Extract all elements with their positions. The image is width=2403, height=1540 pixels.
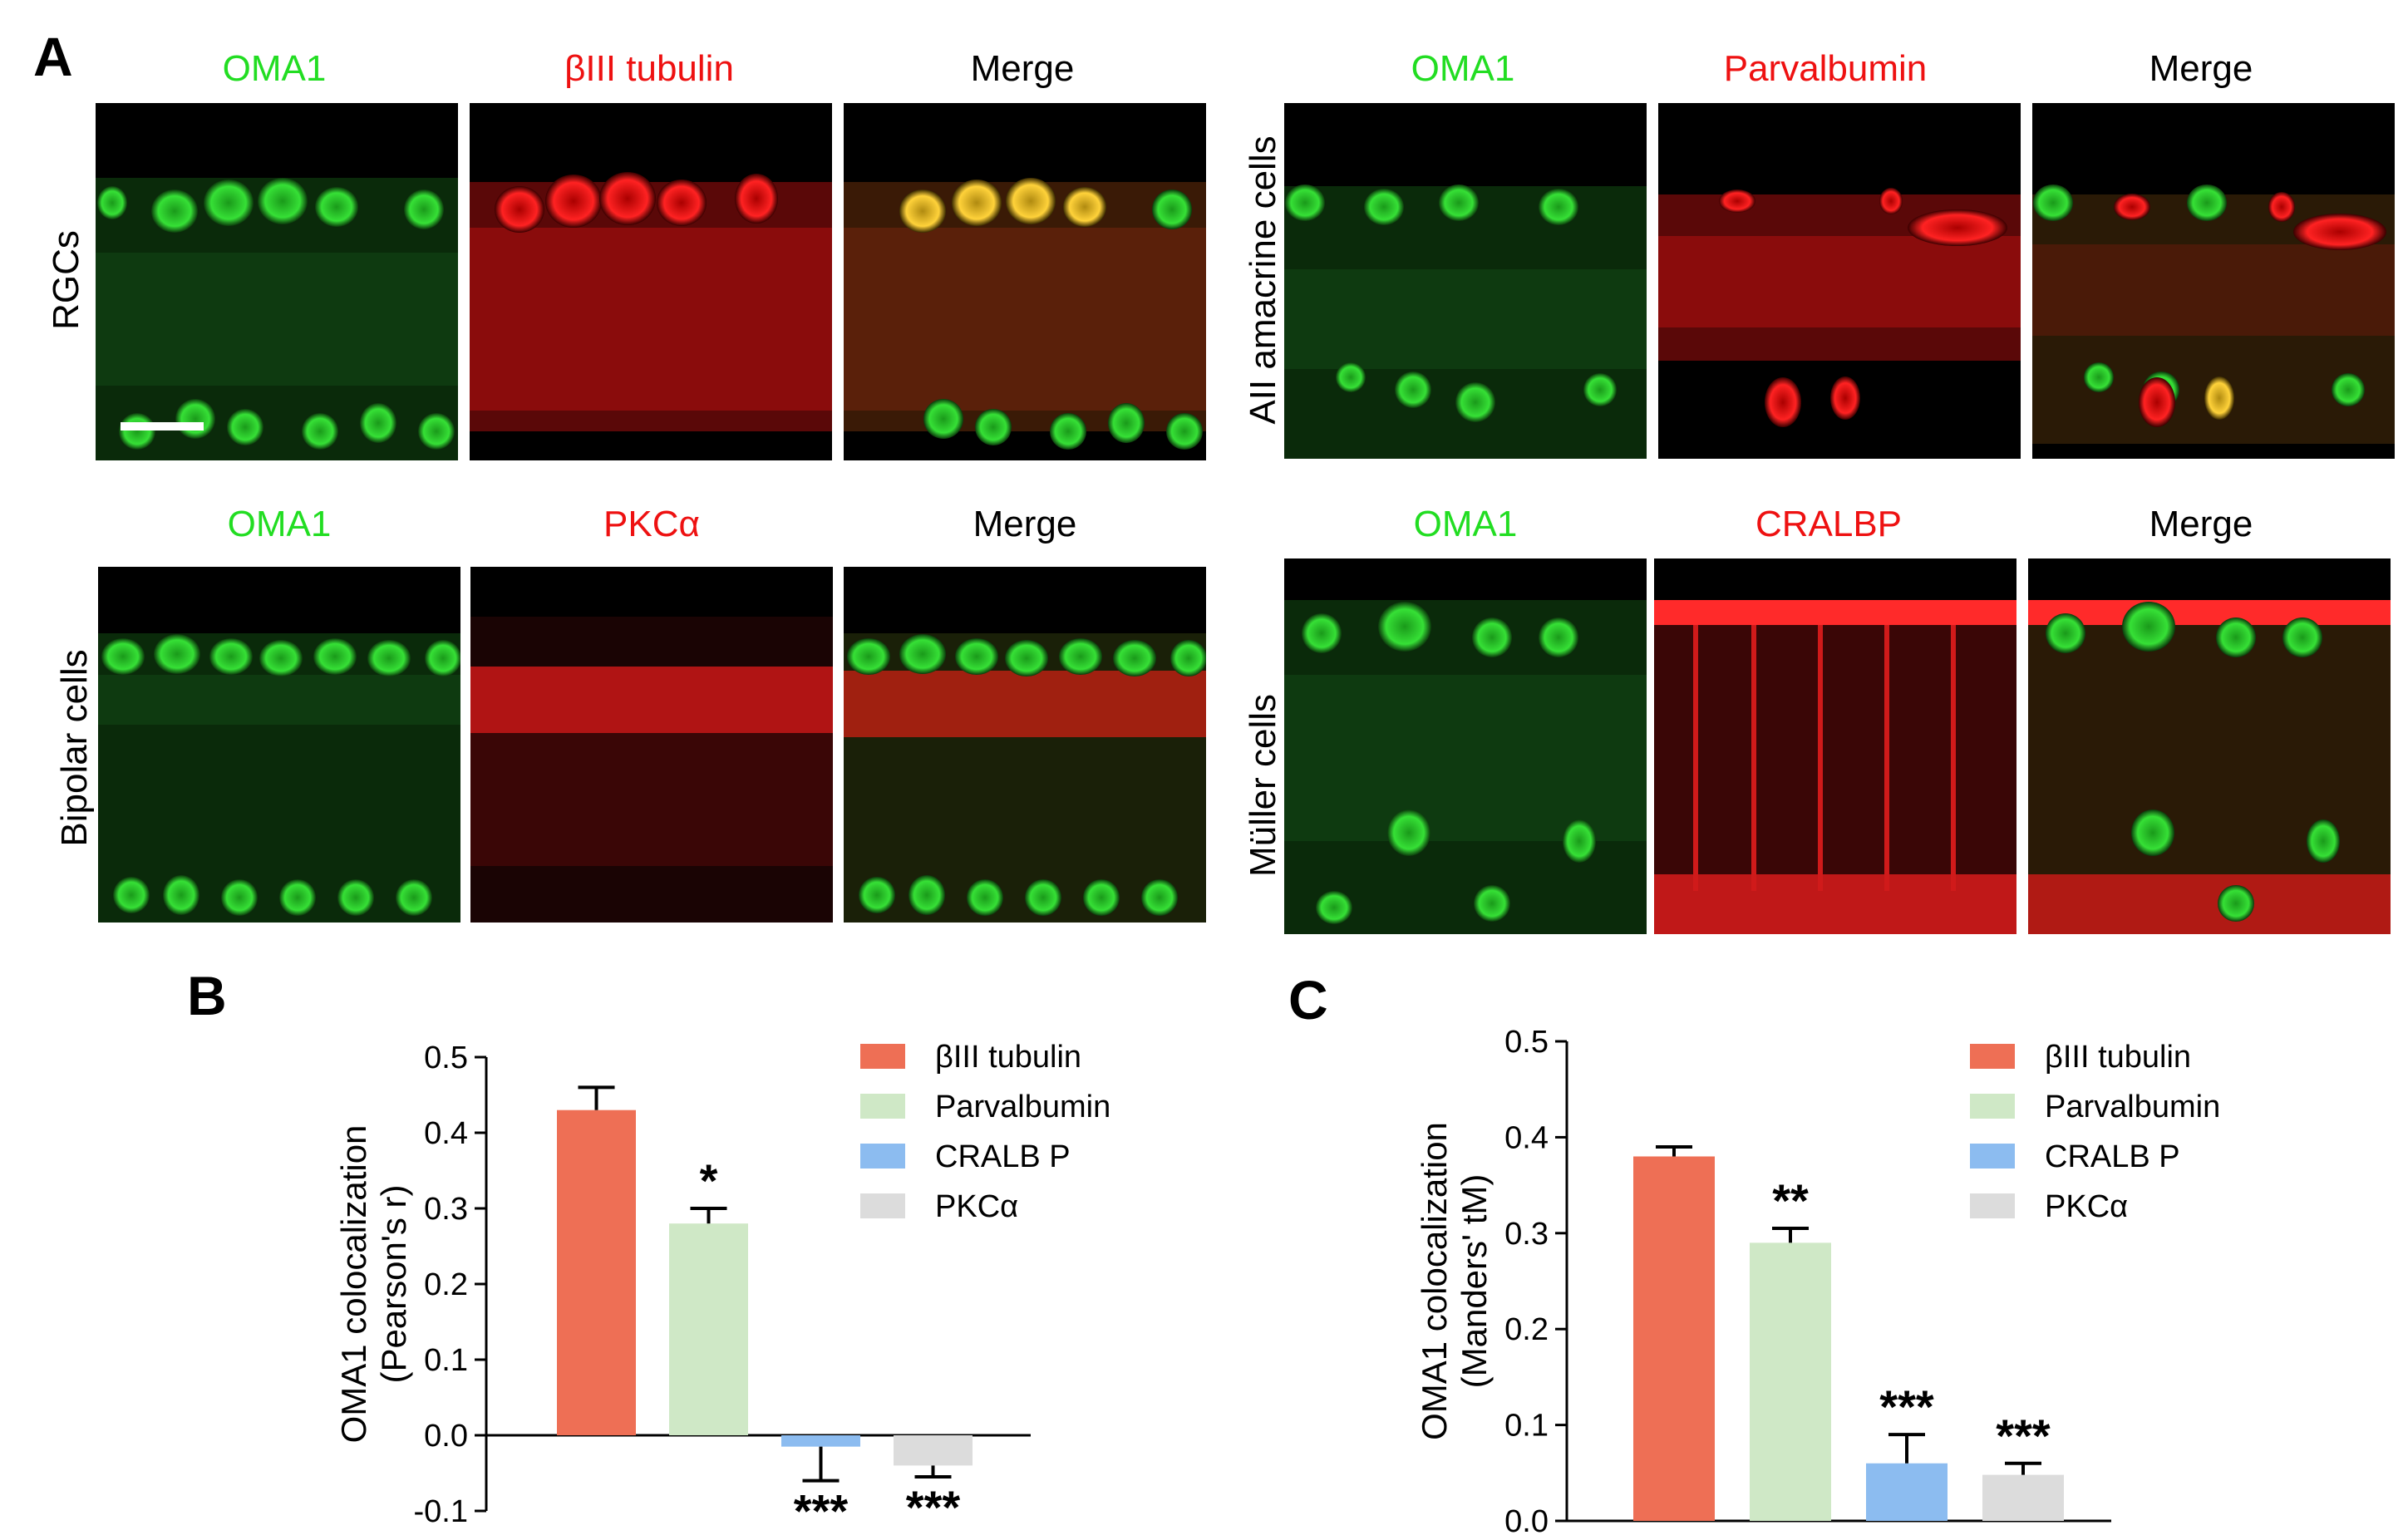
y-axis-label: OMA1 colocalization: [1415, 1122, 1454, 1440]
significance-2: ***: [1879, 1380, 1934, 1433]
y-tick-label: 0.5: [1504, 1025, 1549, 1060]
y-tick-label: 0.4: [424, 1116, 468, 1151]
muller-label-oma1: OMA1: [1413, 504, 1518, 544]
y-tick-label: 0.0: [1504, 1504, 1549, 1539]
y-tick-label: 0.2: [424, 1267, 468, 1302]
y-tick-label: 0.5: [424, 1041, 468, 1075]
amacrine-parvalbumin-image: [1658, 103, 2021, 459]
rgc-label-merge: Merge: [970, 48, 1075, 89]
legend-label-2: CRALB P: [2045, 1139, 2180, 1174]
y-tick-label: -0.1: [414, 1494, 468, 1529]
bar-0: [557, 1109, 636, 1435]
y-tick-label: 0.2: [1504, 1312, 1549, 1347]
legend-swatch-0: [1970, 1044, 2015, 1069]
legend-swatch-1: [860, 1094, 905, 1119]
bar-1: [669, 1223, 748, 1435]
amacrine-label-oma1: OMA1: [1411, 48, 1515, 89]
rgc-label-oma1: OMA1: [222, 48, 327, 89]
y-tick-label: 0.4: [1504, 1120, 1549, 1155]
bipolar-label-merge: Merge: [973, 504, 1077, 544]
panel-c-letter: C: [1288, 969, 1328, 1031]
y-tick-label: 0.1: [1504, 1409, 1549, 1444]
significance-3: ***: [1996, 1410, 2051, 1462]
y-axis-label-unit: (Manders' tM): [1455, 1174, 1494, 1389]
legend-swatch-3: [1970, 1193, 2015, 1218]
panel-a-letter: A: [33, 26, 73, 87]
panel-b-letter: B: [187, 965, 227, 1026]
y-tick-label: 0.3: [1504, 1217, 1549, 1252]
legend-label-3: PKCα: [935, 1189, 1018, 1224]
bar-0: [1633, 1156, 1715, 1521]
legend-swatch-2: [860, 1144, 905, 1169]
y-tick-label: 0.3: [424, 1192, 468, 1227]
y-tick-label: 0.1: [424, 1343, 468, 1378]
legend-swatch-3: [860, 1193, 905, 1218]
legend-swatch-1: [1970, 1094, 2015, 1119]
amacrine-label-parvalbumin: Parvalbumin: [1723, 48, 1928, 89]
bipolar-pkca-image: [470, 567, 833, 923]
muller-merge-image: [2028, 558, 2391, 934]
bar-2: [781, 1435, 860, 1447]
rgc-label-tubulin: βIII tubulin: [564, 48, 734, 89]
legend-label-0: βIII tubulin: [935, 1040, 1081, 1075]
bipolar-oma1-image: [98, 567, 460, 923]
bipolar-merge-image: [844, 567, 1206, 923]
legend-label-2: CRALB P: [935, 1139, 1071, 1174]
rgc-tubulin-image: [470, 103, 832, 460]
legend-label-0: βIII tubulin: [2045, 1040, 2191, 1075]
rgc-merge-image: [844, 103, 1206, 460]
significance-2: ***: [794, 1485, 849, 1538]
legend-label-1: Parvalbumin: [935, 1090, 1110, 1124]
legend-label-1: Parvalbumin: [2045, 1090, 2220, 1124]
significance-3: ***: [906, 1481, 961, 1533]
bar-2: [1866, 1463, 1948, 1521]
muller-label-cralbp: CRALBP: [1755, 504, 1903, 544]
bar-3: [1982, 1474, 2064, 1521]
legend-label-3: PKCα: [2045, 1189, 2128, 1224]
scale-bar: [121, 422, 204, 431]
legend-swatch-0: [860, 1044, 905, 1069]
y-axis-label: OMA1 colocalization: [334, 1125, 373, 1444]
amacrine-label-merge: Merge: [2149, 48, 2253, 89]
y-axis-label-unit: (Pearson's r): [374, 1184, 413, 1383]
significance-1: **: [1772, 1174, 1809, 1227]
muller-label-merge: Merge: [2149, 504, 2253, 544]
rgc-oma1-image: [96, 103, 458, 460]
muller-cralbp-image: [1654, 558, 2016, 934]
amacrine-oma1-image: [1284, 103, 1647, 459]
y-tick-label: 0.0: [424, 1419, 468, 1454]
muller-oma1-image: [1284, 558, 1647, 934]
legend-swatch-2: [1970, 1144, 2015, 1169]
bipolar-label-oma1: OMA1: [227, 504, 332, 544]
bar-1: [1750, 1242, 1831, 1521]
bipolar-label-pkca: PKCα: [603, 504, 700, 544]
amacrine-merge-image: [2032, 103, 2395, 459]
bar-3: [894, 1435, 973, 1466]
significance-1: *: [700, 1154, 718, 1207]
